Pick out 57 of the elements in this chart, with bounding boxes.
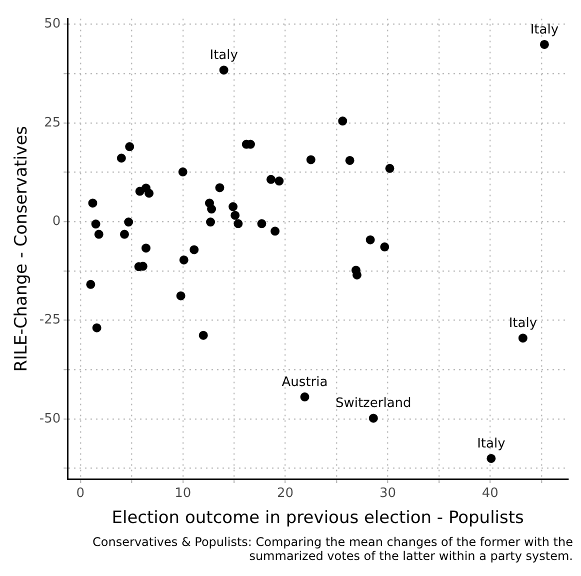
point (228, 202, 238, 212)
point (124, 218, 134, 227)
annotation: Austria (282, 374, 328, 390)
point (86, 280, 96, 289)
point (144, 188, 154, 198)
point (206, 218, 216, 227)
point (190, 245, 199, 254)
y-tick-label: 25 (44, 115, 61, 130)
point (141, 244, 150, 253)
point (94, 230, 104, 239)
point (306, 155, 316, 164)
annotation: Italy (477, 436, 506, 452)
x-tick-label: 30 (379, 486, 396, 502)
point (120, 230, 129, 239)
point (125, 142, 134, 152)
point (266, 174, 276, 184)
point (88, 198, 98, 208)
point (219, 66, 228, 75)
annotation: Italy (210, 48, 238, 63)
annotation: Italy (508, 316, 538, 331)
point (540, 40, 549, 49)
point (230, 210, 240, 220)
point (366, 235, 375, 244)
x-tick-label: 40 (482, 486, 498, 502)
point (234, 219, 243, 228)
x-tick-label: 20 (277, 486, 294, 502)
point (215, 183, 224, 192)
point (91, 220, 100, 229)
point (368, 414, 378, 423)
point (92, 323, 102, 332)
point (270, 226, 280, 236)
annotation: Italy (530, 22, 559, 38)
y-tick-label: 0 (52, 214, 61, 230)
point (179, 255, 188, 264)
point (345, 156, 354, 165)
annotation: Switzerland (335, 396, 412, 412)
point (300, 392, 310, 402)
point (518, 334, 528, 343)
x-tick-label: 10 (174, 486, 192, 502)
y-tick-label: -25 (39, 312, 61, 328)
point (178, 167, 188, 176)
x-axis-title: Election outcome in previous election - Populists (112, 508, 524, 528)
text: Conservatives & Populists: Comparing the mean changes of the former with the summarized votes of the latter within a party system. (92, 535, 573, 563)
point (198, 330, 208, 340)
y-tick-label: -50 (39, 411, 61, 426)
point (116, 154, 126, 163)
x-tick-label: 0 (76, 486, 85, 502)
point (274, 176, 284, 186)
point (380, 242, 390, 252)
point (385, 164, 394, 173)
point (257, 219, 266, 228)
y-tick-label: 50 (44, 16, 61, 32)
point (176, 291, 186, 300)
point (486, 454, 496, 463)
y-axis-title: RILE-Change - Conservatives (12, 126, 32, 372)
point (207, 204, 216, 214)
point (338, 116, 348, 126)
